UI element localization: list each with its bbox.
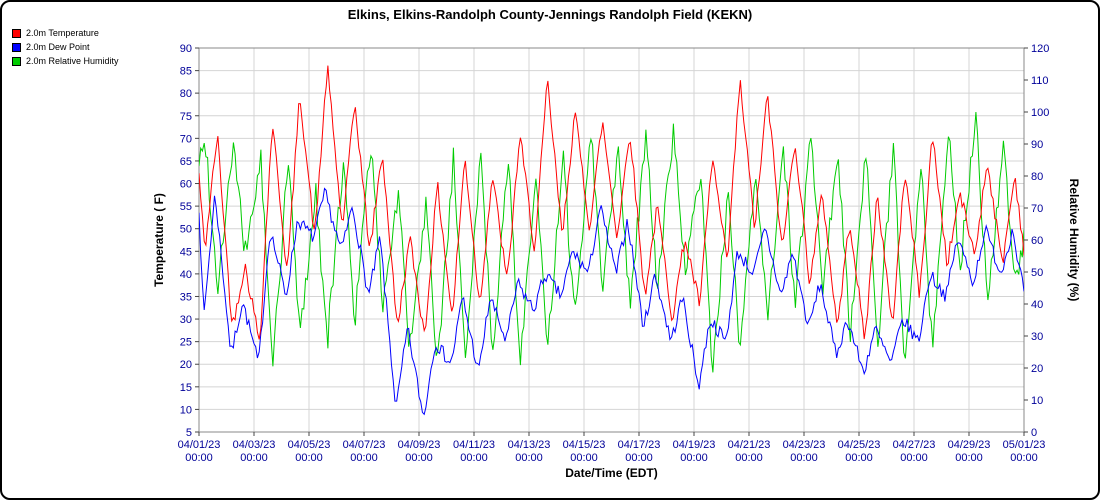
- x-tick-date: 04/07/23: [343, 439, 386, 451]
- left-tick-label: 30: [180, 314, 192, 326]
- relative-humidity-swatch: [12, 56, 21, 66]
- left-axis-title: Temperature ( F): [152, 193, 166, 287]
- x-tick-time: 00:00: [680, 452, 708, 464]
- x-tick-date: 04/29/23: [948, 439, 991, 451]
- x-tick-time: 00:00: [460, 452, 488, 464]
- x-tick-date: 04/03/23: [233, 439, 276, 451]
- x-tick-time: 00:00: [955, 452, 983, 464]
- left-tick-label: 75: [180, 111, 192, 123]
- left-tick-label: 80: [180, 88, 192, 100]
- left-tick-label: 5: [186, 427, 192, 439]
- x-tick-date: 04/15/23: [563, 439, 606, 451]
- x-tick-time: 00:00: [515, 452, 543, 464]
- x-tick-date: 04/05/23: [288, 439, 331, 451]
- left-tick-label: 55: [180, 201, 192, 213]
- left-tick-label: 40: [180, 269, 192, 281]
- x-tick-time: 00:00: [405, 452, 433, 464]
- left-tick-label: 90: [180, 43, 192, 55]
- x-tick-time: 00:00: [790, 452, 818, 464]
- plot-border: [198, 47, 1025, 433]
- right-tick-label: 90: [1031, 139, 1043, 151]
- dew-point-swatch: [12, 42, 21, 52]
- chart-title: Elkins, Elkins-Randolph County-Jennings …: [347, 7, 753, 22]
- x-tick-time: 00:00: [625, 452, 653, 464]
- x-tick-date: 04/01/23: [178, 439, 221, 451]
- x-tick-date: 04/25/23: [838, 439, 881, 451]
- x-tick-date: 04/21/23: [728, 439, 771, 451]
- legend: 2.0m Temperature 2.0m Dew Point 2.0m Rel…: [12, 28, 119, 70]
- right-tick-label: 110: [1031, 75, 1049, 87]
- temperature-swatch: [12, 28, 21, 38]
- x-tick-date: 04/23/23: [783, 439, 826, 451]
- series-temperature: [199, 65, 1024, 340]
- x-axis-title: Date/Time (EDT): [565, 466, 658, 480]
- left-tick-label: 85: [180, 66, 192, 78]
- x-tick-date: 04/13/23: [508, 439, 551, 451]
- right-tick-label: 10: [1031, 395, 1043, 407]
- right-tick-label: 50: [1031, 267, 1043, 279]
- left-tick-label: 70: [180, 133, 192, 145]
- left-tick-label: 15: [180, 382, 192, 394]
- x-tick-time: 00:00: [295, 452, 323, 464]
- x-tick-time: 00:00: [845, 452, 873, 464]
- right-tick-label: 100: [1031, 107, 1049, 119]
- legend-item-temperature: 2.0m Temperature: [12, 28, 119, 38]
- legend-label-relative-humidity: 2.0m Relative Humidity: [26, 56, 119, 66]
- x-tick-date: 04/19/23: [673, 439, 716, 451]
- right-tick-label: 120: [1031, 43, 1049, 55]
- x-tick-time: 00:00: [900, 452, 928, 464]
- x-tick-date: 05/01/23: [1003, 439, 1046, 451]
- left-tick-label: 45: [180, 246, 192, 258]
- right-tick-label: 0: [1031, 427, 1037, 439]
- x-tick-time: 00:00: [570, 452, 598, 464]
- x-tick-date: 04/11/23: [453, 439, 495, 451]
- legend-label-dew-point: 2.0m Dew Point: [26, 42, 90, 52]
- left-tick-label: 25: [180, 337, 192, 349]
- left-tick-label: 65: [180, 156, 192, 168]
- legend-item-relative-humidity: 2.0m Relative Humidity: [12, 56, 119, 66]
- left-tick-label: 60: [180, 179, 192, 191]
- legend-label-temperature: 2.0m Temperature: [26, 28, 99, 38]
- x-tick-date: 04/17/23: [618, 439, 661, 451]
- series-dew-point: [199, 187, 1024, 416]
- right-tick-label: 20: [1031, 363, 1043, 375]
- right-tick-label: 30: [1031, 331, 1043, 343]
- left-tick-label: 50: [180, 224, 192, 236]
- right-axis-title: Relative Humidity (%): [1067, 178, 1081, 302]
- x-tick-date: 04/09/23: [398, 439, 441, 451]
- right-tick-label: 70: [1031, 203, 1043, 215]
- left-tick-label: 10: [180, 404, 192, 416]
- x-tick-date: 04/27/23: [893, 439, 936, 451]
- x-tick-time: 00:00: [240, 452, 268, 464]
- right-tick-label: 60: [1031, 235, 1043, 247]
- x-tick-time: 00:00: [350, 452, 378, 464]
- left-tick-label: 20: [180, 359, 192, 371]
- x-tick-time: 00:00: [735, 452, 763, 464]
- right-tick-label: 40: [1031, 299, 1043, 311]
- legend-item-dew-point: 2.0m Dew Point: [12, 42, 119, 52]
- x-tick-time: 00:00: [185, 452, 213, 464]
- series-relative-humidity: [199, 111, 1024, 373]
- left-tick-label: 35: [180, 291, 192, 303]
- right-tick-label: 80: [1031, 171, 1043, 183]
- x-tick-time: 00:00: [1010, 452, 1038, 464]
